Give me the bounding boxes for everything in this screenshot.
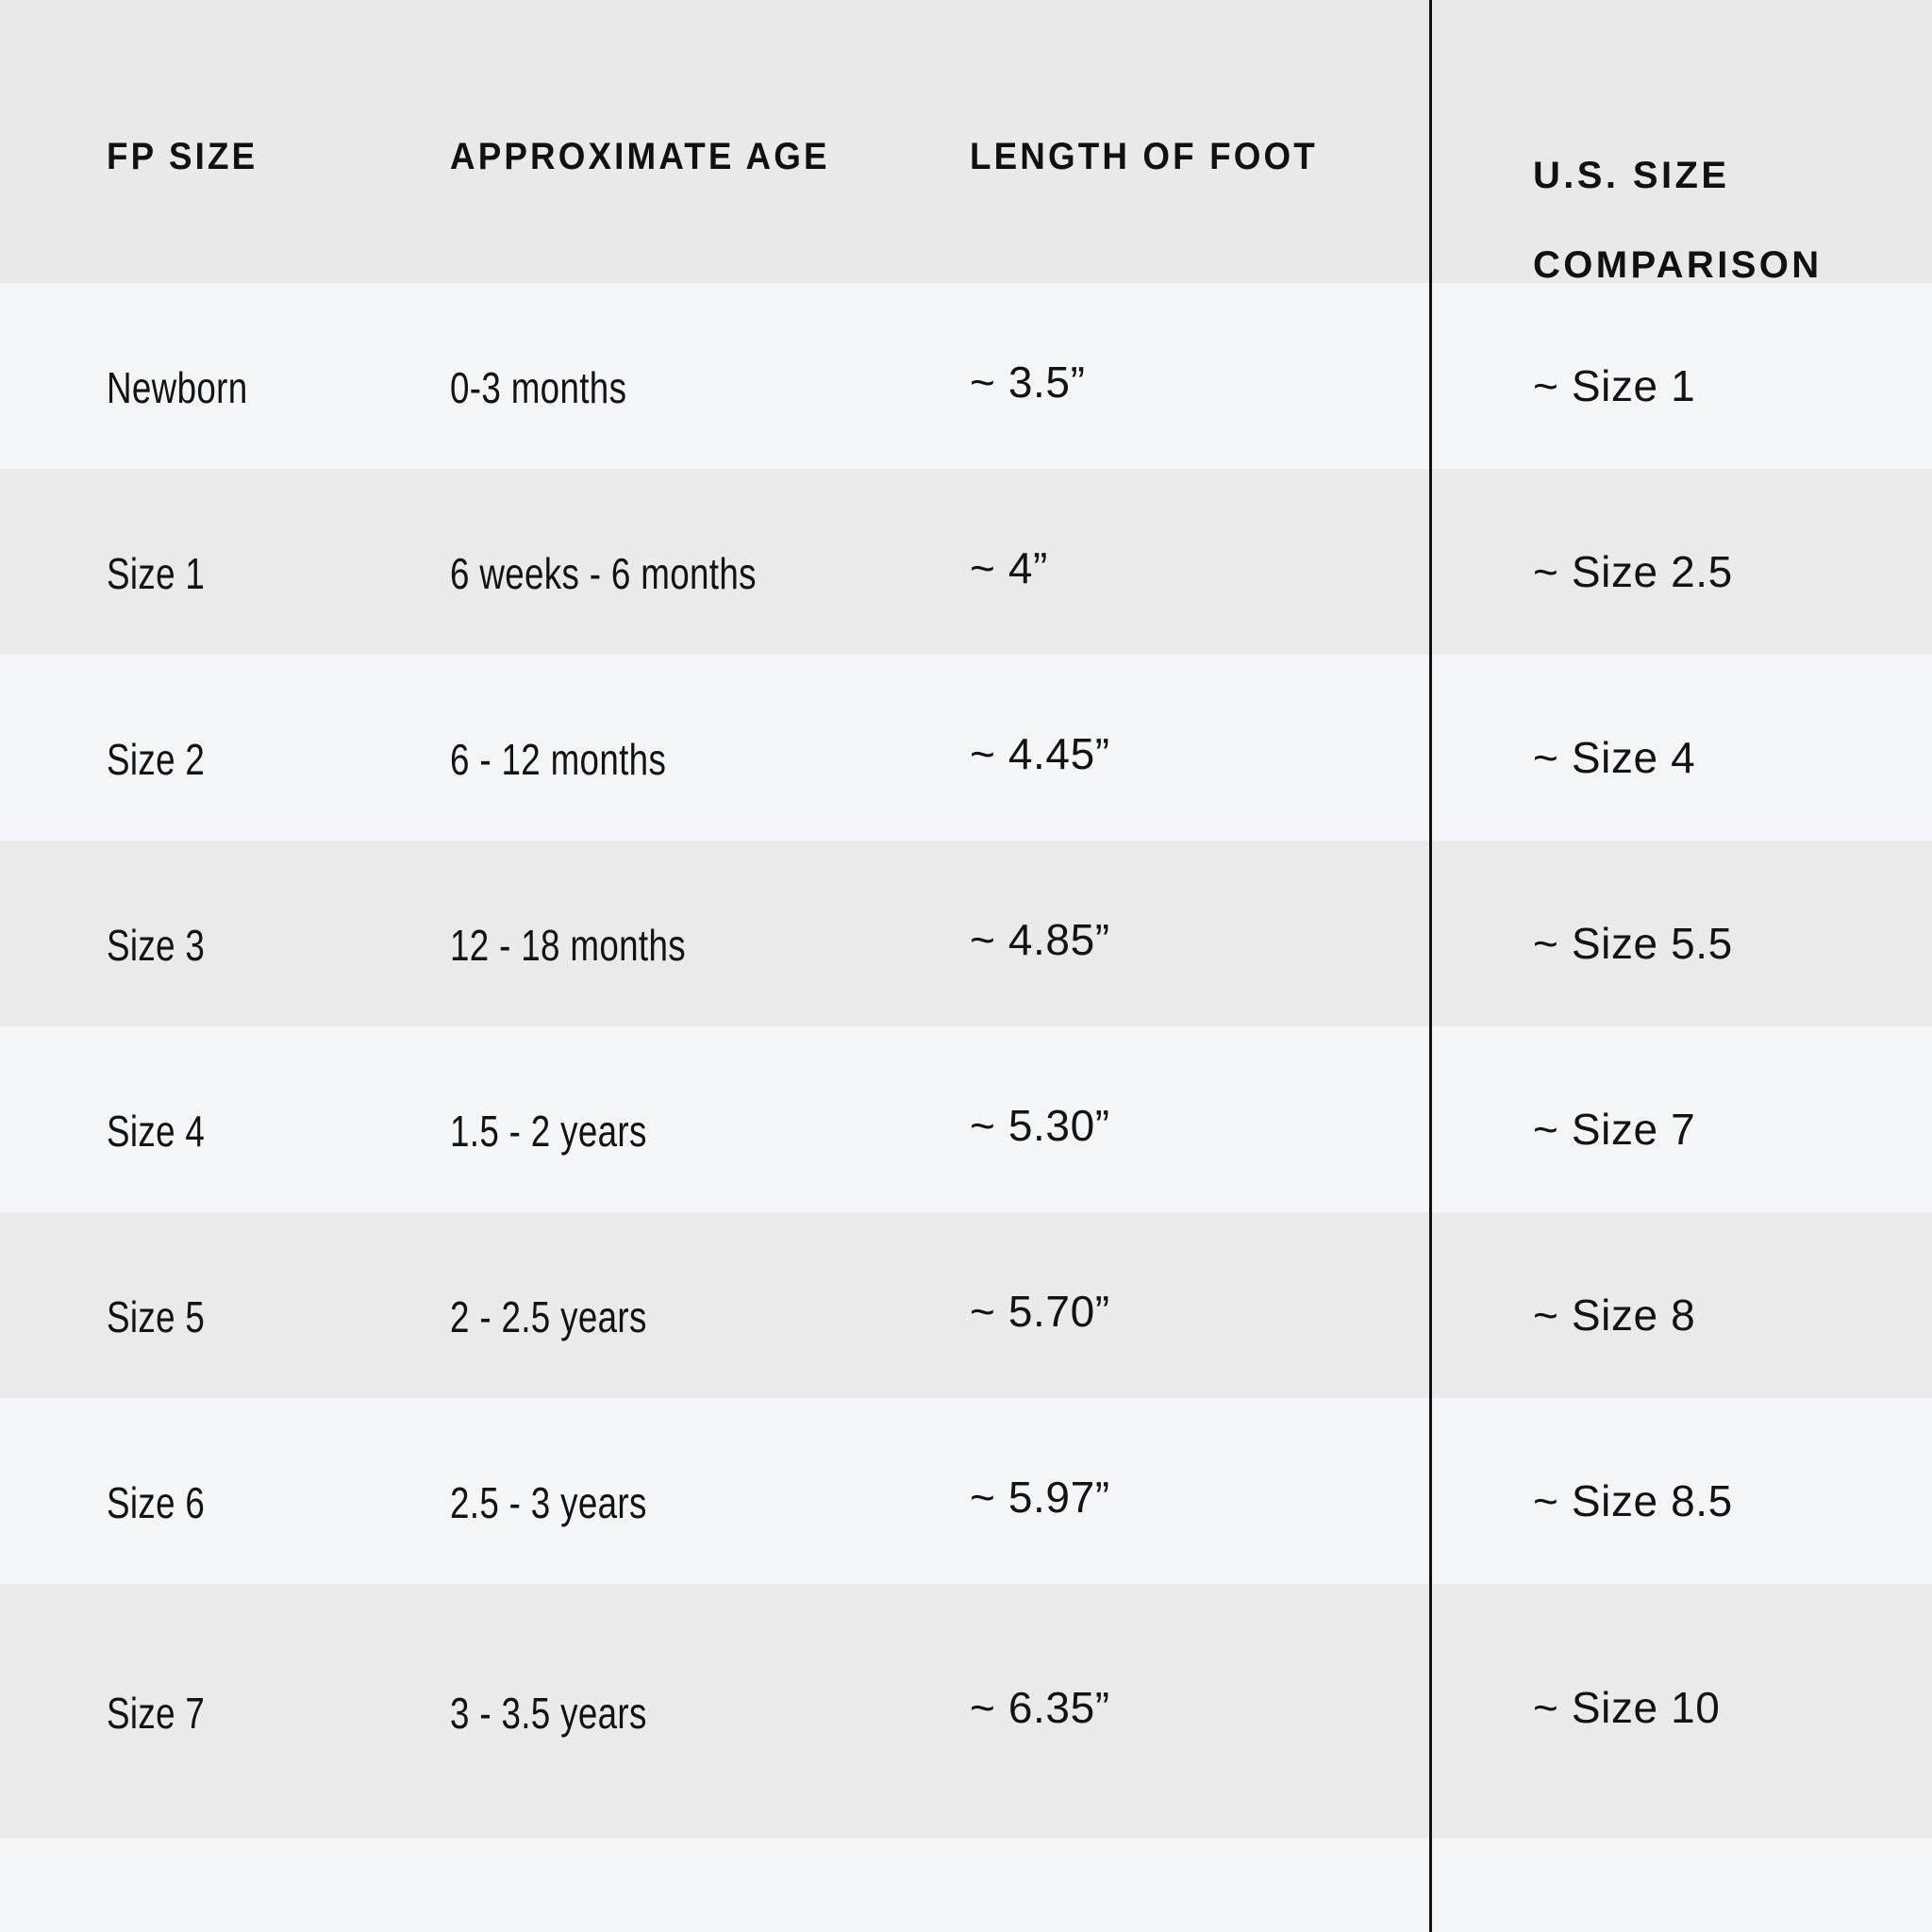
cell-approximate-age: 2 - 2.5 years [450, 1292, 647, 1341]
cell-length-of-foot: ~ 6.35” [970, 1683, 1110, 1732]
cell-approximate-age: 6 - 12 months [450, 735, 667, 784]
cell-length-of-foot: ~ 5.30” [970, 1101, 1110, 1150]
cell-length-of-foot: ~ 4” [970, 543, 1048, 592]
cell-approximate-age: 12 - 18 months [450, 921, 686, 970]
cell-length-of-foot: ~ 3.5” [970, 358, 1086, 407]
table-row: Size 7 3 - 3.5 years ~ 6.35” ~ Size 10 [0, 1584, 1932, 1839]
column-header-us-size-line-1: U.S. SIZE [1533, 155, 1730, 197]
cell-us-size-comparison: ~ Size 8 [1533, 1291, 1696, 1340]
cell-approximate-age: 2.5 - 3 years [450, 1478, 647, 1527]
table-row: Size 2 6 - 12 months ~ 4.45” ~ Size 4 [0, 655, 1932, 841]
cell-approximate-age: 1.5 - 2 years [450, 1107, 647, 1156]
cell-fp-size: Newborn [107, 363, 248, 412]
column-header-us-size-line-2: COMPARISON [1533, 243, 1823, 286]
cell-approximate-age: 6 weeks - 6 months [450, 549, 757, 598]
cell-us-size-comparison: ~ Size 7 [1533, 1105, 1696, 1154]
cell-us-size-comparison: ~ Size 8.5 [1533, 1476, 1733, 1525]
us-size-column-divider [1429, 0, 1432, 1932]
cell-us-size-comparison: ~ Size 10 [1533, 1683, 1721, 1732]
cell-us-size-comparison: ~ Size 5.5 [1533, 919, 1733, 968]
cell-length-of-foot: ~ 5.97” [970, 1473, 1110, 1522]
cell-fp-size: Size 5 [107, 1292, 206, 1341]
table-header-row: FP SIZE APPROXIMATE AGE LENGTH OF FOOT U… [0, 0, 1932, 286]
table-row: Newborn 0-3 months ~ 3.5” ~ Size 1 [0, 283, 1932, 469]
table-row: Size 4 1.5 - 2 years ~ 5.30” ~ Size 7 [0, 1026, 1932, 1212]
column-header-fp-size: FP SIZE [107, 136, 258, 177]
cell-approximate-age: 0-3 months [450, 363, 627, 412]
column-header-us-size-comparison: U.S. SIZE COMPARISON [1533, 109, 1823, 332]
table-row: Size 5 2 - 2.5 years ~ 5.70” ~ Size 8 [0, 1212, 1932, 1398]
cell-approximate-age: 3 - 3.5 years [450, 1689, 647, 1738]
column-header-approximate-age: APPROXIMATE AGE [450, 136, 830, 177]
cell-length-of-foot: ~ 4.85” [970, 915, 1110, 964]
cell-us-size-comparison: ~ Size 2.5 [1533, 547, 1733, 596]
cell-fp-size: Size 7 [107, 1689, 206, 1738]
table-row: Size 1 6 weeks - 6 months ~ 4” ~ Size 2.… [0, 469, 1932, 655]
cell-length-of-foot: ~ 4.45” [970, 729, 1110, 778]
cell-length-of-foot: ~ 5.70” [970, 1287, 1110, 1336]
cell-us-size-comparison: ~ Size 4 [1533, 733, 1696, 782]
cell-fp-size: Size 4 [107, 1107, 206, 1156]
column-header-length-of-foot: LENGTH OF FOOT [970, 136, 1318, 177]
cell-us-size-comparison: ~ Size 1 [1533, 361, 1696, 410]
table-row: Size 3 12 - 18 months ~ 4.85” ~ Size 5.5 [0, 841, 1932, 1026]
cell-fp-size: Size 3 [107, 921, 206, 970]
cell-fp-size: Size 2 [107, 735, 206, 784]
table-row: Size 6 2.5 - 3 years ~ 5.97” ~ Size 8.5 [0, 1398, 1932, 1584]
cell-fp-size: Size 1 [107, 549, 206, 598]
cell-fp-size: Size 6 [107, 1478, 206, 1527]
